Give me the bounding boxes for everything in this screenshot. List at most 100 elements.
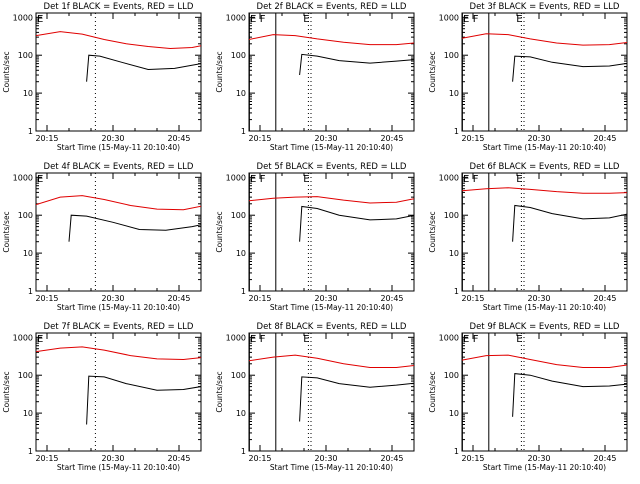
events-series-line bbox=[512, 204, 627, 242]
y-axis-label: Counts/sec bbox=[215, 51, 224, 92]
plot-frame bbox=[248, 332, 415, 452]
interval-label-e: E bbox=[516, 14, 522, 25]
lld-series-line bbox=[36, 346, 201, 361]
y-tick-label: 1 bbox=[454, 287, 459, 296]
y-tick-label: 10 bbox=[236, 249, 246, 258]
panel-title: Det 7f BLACK = Events, RED = LLD bbox=[44, 322, 194, 332]
y-tick-label: 10 bbox=[449, 409, 459, 418]
lld-series-line bbox=[249, 354, 414, 368]
plot-frame bbox=[248, 172, 415, 292]
x-tick-label: 20:45 bbox=[167, 294, 190, 303]
interval-label-e: E bbox=[37, 14, 43, 25]
x-axis-label: Start Time (15-May-11 20:10:40) bbox=[270, 143, 393, 152]
x-axis-label: Start Time (15-May-11 20:10:40) bbox=[483, 463, 606, 472]
x-tick-label: 20:45 bbox=[380, 454, 403, 463]
plot-frame bbox=[35, 332, 202, 452]
interval-label-e: E bbox=[250, 14, 256, 25]
panel-title: Det 1f BLACK = Events, RED = LLD bbox=[44, 2, 194, 12]
y-tick-label: 1 bbox=[28, 127, 33, 136]
lld-series-line bbox=[462, 354, 627, 368]
y-tick-label: 1 bbox=[28, 447, 33, 456]
panel-title: Det 8f BLACK = Events, RED = LLD bbox=[257, 322, 407, 332]
x-tick-label: 20:15 bbox=[35, 134, 58, 143]
interval-label-e: E bbox=[463, 334, 469, 345]
interval-label-e: E bbox=[303, 14, 309, 25]
x-axis-label: Start Time (15-May-11 20:10:40) bbox=[483, 143, 606, 152]
x-tick-label: 20:30 bbox=[527, 454, 550, 463]
x-tick-label: 20:45 bbox=[380, 294, 403, 303]
y-tick-label: 100 bbox=[444, 51, 459, 60]
y-tick-label: 10 bbox=[23, 409, 33, 418]
interval-label-e: E bbox=[303, 174, 309, 185]
interval-label-e: E bbox=[250, 174, 256, 185]
detector-panel: Det 5f BLACK = Events, RED = LLD Counts/s… bbox=[215, 162, 525, 312]
interval-label-f: F bbox=[473, 174, 479, 185]
lld-series-line bbox=[249, 34, 414, 46]
y-tick-label: 10 bbox=[449, 249, 459, 258]
x-tick-label: 20:45 bbox=[380, 134, 403, 143]
interval-label-f: F bbox=[260, 14, 266, 25]
x-tick-label: 20:30 bbox=[314, 134, 337, 143]
y-tick-label: 1000 bbox=[439, 173, 459, 182]
y-tick-label: 1 bbox=[28, 287, 33, 296]
x-axis-label: Start Time (15-May-11 20:10:40) bbox=[57, 303, 180, 312]
interval-label-e: E bbox=[303, 334, 309, 345]
detector-panel: Det 3f BLACK = Events, RED = LLD Counts/s… bbox=[428, 2, 628, 152]
x-tick-label: 20:15 bbox=[248, 134, 271, 143]
y-axis-label: Counts/sec bbox=[2, 371, 11, 412]
events-series-line bbox=[299, 376, 414, 422]
y-tick-label: 1000 bbox=[439, 333, 459, 342]
interval-label-e: E bbox=[516, 334, 522, 345]
y-tick-label: 10 bbox=[236, 409, 246, 418]
plot-frame bbox=[35, 12, 202, 132]
y-tick-label: 100 bbox=[18, 211, 33, 220]
x-tick-label: 20:30 bbox=[527, 294, 550, 303]
lld-series-line bbox=[36, 31, 201, 50]
panel-title: Det 4f BLACK = Events, RED = LLD bbox=[44, 162, 194, 172]
y-tick-label: 10 bbox=[449, 89, 459, 98]
detector-panel: Det 2f BLACK = Events, RED = LLD Counts/s… bbox=[215, 2, 525, 152]
plot-frame bbox=[461, 172, 628, 292]
interval-label-e: E bbox=[37, 334, 43, 345]
lld-series-line bbox=[462, 33, 627, 46]
y-tick-label: 1000 bbox=[439, 13, 459, 22]
y-tick-label: 1000 bbox=[13, 13, 33, 22]
y-tick-label: 10 bbox=[23, 89, 33, 98]
y-axis-label: Counts/sec bbox=[2, 51, 11, 92]
x-tick-label: 20:30 bbox=[314, 294, 337, 303]
y-tick-label: 100 bbox=[231, 51, 246, 60]
x-tick-label: 20:45 bbox=[593, 294, 616, 303]
y-axis-label: Counts/sec bbox=[428, 51, 437, 92]
y-tick-label: 1 bbox=[241, 447, 246, 456]
interval-label-e: E bbox=[463, 14, 469, 25]
x-tick-label: 20:15 bbox=[35, 294, 58, 303]
plot-frame bbox=[35, 172, 202, 292]
events-series-line bbox=[68, 214, 201, 242]
x-tick-label: 20:30 bbox=[101, 294, 124, 303]
x-tick-label: 20:30 bbox=[314, 454, 337, 463]
plot-frame bbox=[461, 12, 628, 132]
events-series-line bbox=[299, 53, 414, 76]
x-axis-label: Start Time (15-May-11 20:10:40) bbox=[270, 303, 393, 312]
y-tick-label: 100 bbox=[231, 371, 246, 380]
lld-series-line bbox=[249, 196, 414, 204]
detector-panel: Det 1f BLACK = Events, RED = LLD Counts/s… bbox=[2, 2, 312, 152]
interval-label-f: F bbox=[473, 334, 479, 345]
x-tick-label: 20:30 bbox=[101, 134, 124, 143]
y-tick-label: 1 bbox=[454, 127, 459, 136]
events-series-line bbox=[512, 373, 627, 417]
y-tick-label: 1000 bbox=[13, 173, 33, 182]
interval-label-e: E bbox=[37, 174, 43, 185]
events-series-line bbox=[86, 375, 201, 425]
interval-label-f: F bbox=[260, 334, 266, 345]
detector-panel: Det 7f BLACK = Events, RED = LLD Counts/s… bbox=[2, 322, 312, 472]
y-tick-label: 1000 bbox=[226, 13, 246, 22]
panel-title: Det 5f BLACK = Events, RED = LLD bbox=[257, 162, 407, 172]
x-axis-label: Start Time (15-May-11 20:10:40) bbox=[483, 303, 606, 312]
events-series-line bbox=[299, 205, 414, 242]
interval-label-e: E bbox=[516, 174, 522, 185]
y-axis-label: Counts/sec bbox=[215, 211, 224, 252]
interval-label-f: F bbox=[260, 174, 266, 185]
detector-panel: Det 6f BLACK = Events, RED = LLD Counts/s… bbox=[428, 162, 628, 312]
